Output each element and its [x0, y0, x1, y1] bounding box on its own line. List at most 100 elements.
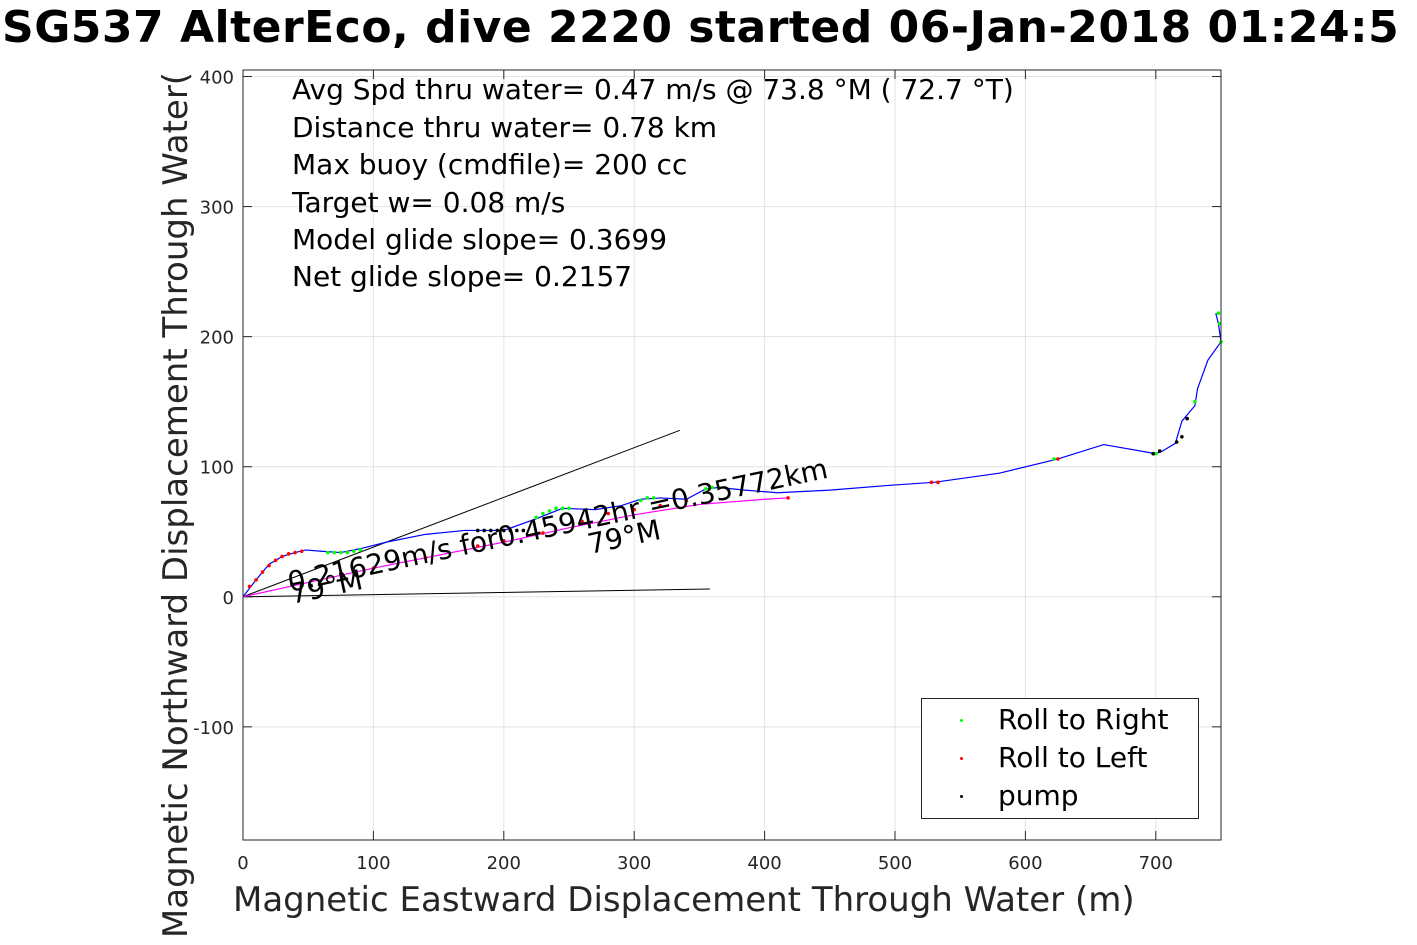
y-tick-label: 100: [200, 458, 234, 479]
marker-roll-left: [267, 563, 271, 568]
marker-roll-left: [606, 511, 610, 516]
y-tick-label: -100: [193, 718, 234, 739]
marker-roll-left: [936, 480, 940, 485]
marker-roll-left: [786, 496, 790, 500]
marker-roll-left: [632, 507, 636, 512]
marker-roll-right: [710, 485, 715, 490]
reference-lines: [242, 429, 710, 598]
info-target-w: Target w= 0.08 m/s: [292, 186, 566, 219]
marker-pump: [502, 528, 506, 533]
marker-roll-left: [929, 480, 934, 485]
x-tick-label: 0: [237, 853, 248, 874]
x-tick-label: 300: [617, 853, 651, 874]
y-tick-label: 300: [200, 198, 234, 219]
marker-roll-left: [1056, 457, 1060, 461]
marker-roll-left: [260, 570, 265, 574]
marker-roll-left: [541, 531, 545, 535]
axes-box: [242, 69, 1222, 841]
y-tick-label: 0: [223, 588, 234, 609]
marker-roll-left: [475, 544, 480, 548]
marker-roll-left: [247, 584, 252, 589]
legend-label: pump: [998, 779, 1079, 812]
marker-roll-right: [325, 550, 330, 555]
legend-marker-pump: [960, 795, 963, 798]
marker-roll-right: [358, 548, 363, 552]
y-tick-label: 200: [200, 328, 234, 349]
marker-pump: [515, 528, 519, 533]
marker-roll-right: [651, 496, 656, 500]
marker-roll-left: [280, 554, 284, 559]
legend: Roll to Right Roll to Left pump: [921, 698, 1199, 819]
marker-pump: [521, 528, 526, 533]
tick-labels: 0 100 200 300 400 500 600 700 -100 0 100 200 300 400: [193, 68, 1173, 874]
legend-item-roll-left: Roll to Left: [922, 741, 1198, 777]
gridlines: [242, 70, 1221, 840]
marker-pump: [508, 528, 513, 533]
marker-roll-left: [273, 558, 278, 563]
y-tick-label: 400: [200, 68, 234, 89]
marker-roll-right: [534, 515, 539, 520]
marker-roll-left: [286, 552, 291, 556]
marker-roll-right: [332, 550, 337, 555]
marker-roll-left: [502, 539, 506, 543]
marker-roll-left: [293, 550, 297, 555]
legend-label: Roll to Left: [998, 741, 1148, 774]
x-tick-label: 200: [487, 853, 521, 874]
marker-roll-right: [1216, 311, 1221, 316]
marker-roll-right: [567, 506, 571, 511]
x-axis-label: Magnetic Eastward Displacement Through W…: [233, 880, 1135, 920]
x-tick-label: 400: [747, 853, 781, 874]
marker-roll-right: [560, 506, 565, 511]
info-distance: Distance thru water= 0.78 km: [292, 111, 718, 144]
marker-roll-right: [339, 550, 343, 555]
info-model-glide: Model glide slope= 0.3699: [292, 223, 668, 256]
marker-roll-left: [658, 503, 663, 508]
x-tick-label: 700: [1139, 853, 1173, 874]
marker-pump: [495, 528, 500, 533]
marker-pump: [1180, 434, 1184, 439]
series-line-1: [242, 497, 789, 598]
marker-roll-left: [371, 566, 376, 570]
x-tick-label: 100: [356, 853, 390, 874]
marker-roll-right: [541, 511, 545, 516]
marker-roll-left: [423, 555, 428, 560]
marker-pump: [488, 528, 493, 533]
marker-pump: [482, 528, 487, 533]
marker-roll-right: [547, 509, 552, 513]
info-avg-speed: Avg Spd thru water= 0.47 m/s @ 73.8 °M (…: [292, 73, 1014, 106]
marker-roll-right: [554, 506, 558, 511]
marker-roll-right: [638, 498, 643, 503]
info-net-glide: Net glide slope= 0.2157: [292, 260, 633, 293]
reference-line: [242, 588, 710, 598]
marker-roll-right: [717, 485, 721, 490]
marker-roll-right: [345, 550, 350, 555]
marker-pump: [475, 528, 480, 533]
info-max-buoy: Max buoy (cmdfile)= 200 cc: [292, 148, 688, 181]
marker-roll-left: [299, 549, 304, 554]
marker-roll-left: [254, 578, 258, 582]
marker-roll-left: [684, 498, 689, 503]
reference-line: [242, 429, 681, 598]
chart-title: SG537 AlterEco, dive 2220 started 06-Jan…: [2, 2, 1400, 53]
marker-pump: [1151, 451, 1155, 456]
marker-roll-left: [319, 583, 324, 587]
marker-roll-left: [580, 519, 584, 524]
marker-roll-right: [1154, 451, 1158, 456]
marker-pump: [1157, 449, 1162, 453]
speed-annotation: 0.21629m/s for0.45942hr =0.35772km: [285, 452, 831, 599]
legend-item-roll-right: Roll to Right: [922, 703, 1198, 739]
marker-pump: [1174, 440, 1179, 444]
marker-roll-right: [645, 496, 650, 500]
legend-item-pump: pump: [922, 779, 1198, 815]
marker-pump: [1185, 416, 1189, 421]
legend-marker-roll-right: [960, 719, 963, 722]
x-tick-label: 600: [1008, 853, 1042, 874]
marker-roll-right: [1193, 399, 1197, 404]
legend-label: Roll to Right: [998, 703, 1169, 736]
marker-roll-right: [352, 549, 356, 554]
marker-roll-right: [704, 487, 708, 491]
markers: [247, 311, 1223, 589]
legend-marker-roll-left: [960, 757, 963, 760]
